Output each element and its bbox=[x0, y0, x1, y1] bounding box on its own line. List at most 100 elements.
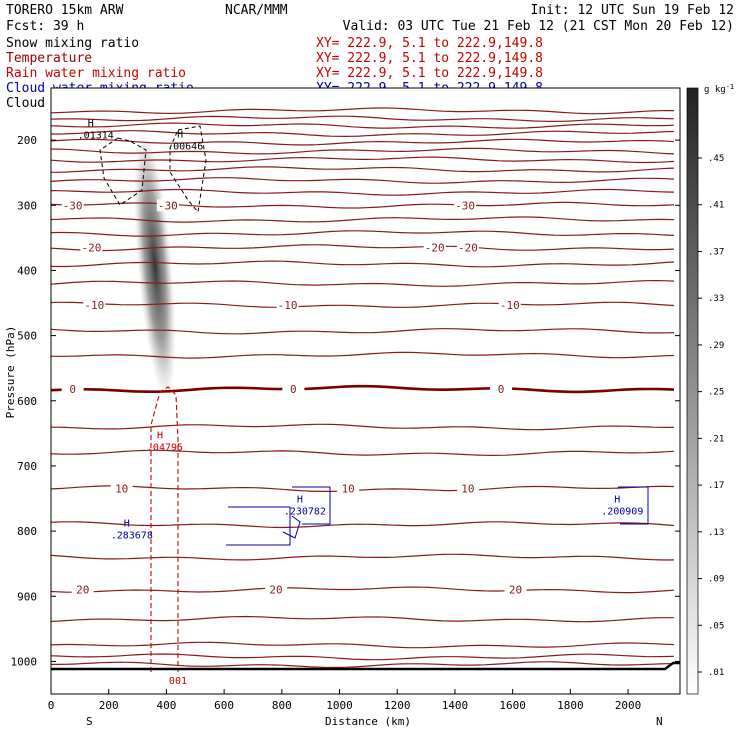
isotherm-label-bg bbox=[454, 199, 477, 212]
snow-shading bbox=[133, 130, 176, 401]
end-label-left: S bbox=[86, 715, 93, 728]
isotherm-label-bg bbox=[456, 482, 479, 495]
isotherm-line bbox=[51, 653, 675, 661]
isotherm-label: 20 bbox=[269, 584, 282, 597]
max-value: .00646 bbox=[167, 142, 203, 153]
colorbar-tick-label: .21 bbox=[708, 434, 724, 444]
isotherm-label: 20 bbox=[76, 584, 89, 597]
isotherm-line bbox=[51, 244, 675, 252]
isotherm-line bbox=[51, 188, 675, 196]
max-value: 001 bbox=[169, 676, 187, 687]
isotherm-label-bg bbox=[61, 199, 84, 212]
isotherm-label-bg bbox=[498, 298, 521, 311]
model-title: TORERO 15km ARW bbox=[6, 3, 124, 18]
plot-frame bbox=[50, 87, 681, 695]
colorbar-tick-label: .45 bbox=[708, 154, 724, 164]
isotherm-label: 20 bbox=[509, 584, 522, 597]
isotherm-line bbox=[51, 115, 675, 122]
x-tick-label: 1600 bbox=[499, 699, 526, 712]
isotherm-label: -20 bbox=[81, 242, 101, 255]
isotherm-line bbox=[51, 147, 675, 155]
cloud-water-bracket bbox=[226, 506, 291, 546]
isotherm-line bbox=[51, 177, 675, 184]
x-tick-label: 600 bbox=[214, 699, 234, 712]
colorbar-tick-label: .17 bbox=[708, 481, 724, 491]
isotherm-label: -10 bbox=[278, 299, 298, 312]
isotherm-label: -10 bbox=[500, 299, 520, 312]
isotherm-line bbox=[51, 449, 675, 457]
temperature-isotherms bbox=[51, 107, 675, 669]
isotherm-line bbox=[51, 122, 675, 129]
y-tick-label: 1000 bbox=[11, 655, 38, 668]
isotherm-label: 10 bbox=[115, 483, 128, 496]
x-tick-label: 200 bbox=[99, 699, 119, 712]
isotherm-label-bg bbox=[61, 383, 84, 396]
x-tick-label: 800 bbox=[272, 699, 292, 712]
colorbar-tick-label: .33 bbox=[708, 294, 724, 304]
isotherm-line bbox=[51, 260, 675, 268]
isotherm-label-bg bbox=[276, 298, 299, 311]
isotherm-label-bg bbox=[80, 241, 103, 254]
isotherm-label-bg bbox=[71, 583, 94, 596]
cloud-water-bracket bbox=[292, 486, 331, 525]
isotherm-line bbox=[51, 586, 675, 594]
max-value: .01314 bbox=[78, 131, 114, 142]
colorbar-ticks: .01 .05 .09 .13 .17 .21 .25 .29 .33 .37 .41 .45 bbox=[698, 154, 724, 678]
y-tick-label: 700 bbox=[17, 460, 37, 473]
isotherm-label-bg bbox=[282, 383, 305, 396]
mixing-ratio-contours bbox=[99, 125, 649, 672]
isotherm-labels: -30 -30 -30 -20 -20 -20 -10 -10 -10 0 0 0 10 10 10 20 20… bbox=[61, 199, 527, 597]
isotherm-line bbox=[51, 423, 674, 431]
max-marker: H bbox=[157, 431, 163, 442]
cloud-water-bracket bbox=[618, 486, 649, 525]
colorbar-unit: g kg-1 bbox=[704, 83, 734, 95]
colorbar bbox=[686, 87, 699, 695]
x-tick-label: 1800 bbox=[557, 699, 584, 712]
isotherm-line bbox=[51, 130, 675, 138]
isotherm-label-bg bbox=[490, 383, 513, 396]
cloud-ice-contour bbox=[99, 137, 147, 206]
max-annotations: H.01314 H.00646H.04795H.230782H.200909H.2… bbox=[78, 119, 644, 687]
field-name: Rain water mixing ratio bbox=[6, 66, 186, 81]
y-tick-label: 600 bbox=[17, 395, 37, 408]
isotherm-line bbox=[51, 661, 675, 669]
field-xy-range: XY= 222.9, 5.1 to 222.9,149.8 bbox=[316, 51, 543, 66]
isotherm-label: -20 bbox=[425, 242, 445, 255]
isotherm-label: -10 bbox=[84, 299, 104, 312]
isotherm-line bbox=[51, 384, 675, 394]
x-axis-label: Distance (km) bbox=[325, 715, 411, 728]
isotherm-label-bg bbox=[504, 583, 527, 596]
isotherm-line bbox=[51, 201, 675, 209]
field-xy-range: XY= 222.9, 5.1 to 222.9,149.8 bbox=[316, 66, 543, 81]
isotherm-label-bg bbox=[265, 583, 288, 596]
colorbar-tick-label: .05 bbox=[708, 621, 724, 631]
max-marker: H bbox=[124, 519, 130, 530]
x-tick-label: 400 bbox=[156, 699, 176, 712]
max-value: .230782 bbox=[284, 507, 326, 518]
y-tick-label: 900 bbox=[17, 590, 37, 603]
isotherm-label: -30 bbox=[63, 199, 83, 212]
init-time: Init: 12 UTC Sun 19 Feb 12 bbox=[531, 3, 735, 18]
isotherm-line bbox=[51, 615, 674, 623]
org-title: NCAR/MMM bbox=[225, 3, 288, 18]
isotherm-line bbox=[51, 216, 675, 223]
cloud-water-bracket bbox=[282, 515, 301, 539]
y-tick-label: 500 bbox=[17, 330, 37, 343]
isotherm-line bbox=[51, 280, 675, 287]
y-tick-label: 200 bbox=[17, 134, 37, 147]
isotherm-line bbox=[51, 351, 675, 359]
colorbar-tick-label: .13 bbox=[708, 528, 724, 538]
colorbar-tick-label: .29 bbox=[708, 341, 724, 351]
isotherm-label: 10 bbox=[461, 483, 474, 496]
isotherm-label: 10 bbox=[342, 483, 355, 496]
colorbar-tick-label: .25 bbox=[708, 388, 724, 398]
max-marker: H bbox=[177, 130, 183, 141]
field-xy-range: XY= 222.9, 5.1 to 222.9,149.8 bbox=[316, 36, 543, 51]
isotherm-line bbox=[51, 230, 675, 237]
x-tick-label: 2000 bbox=[615, 699, 642, 712]
max-value: .04795 bbox=[147, 443, 183, 454]
y-axis-label: Pressure (hPa) bbox=[4, 326, 17, 419]
snow-plume bbox=[133, 130, 176, 401]
